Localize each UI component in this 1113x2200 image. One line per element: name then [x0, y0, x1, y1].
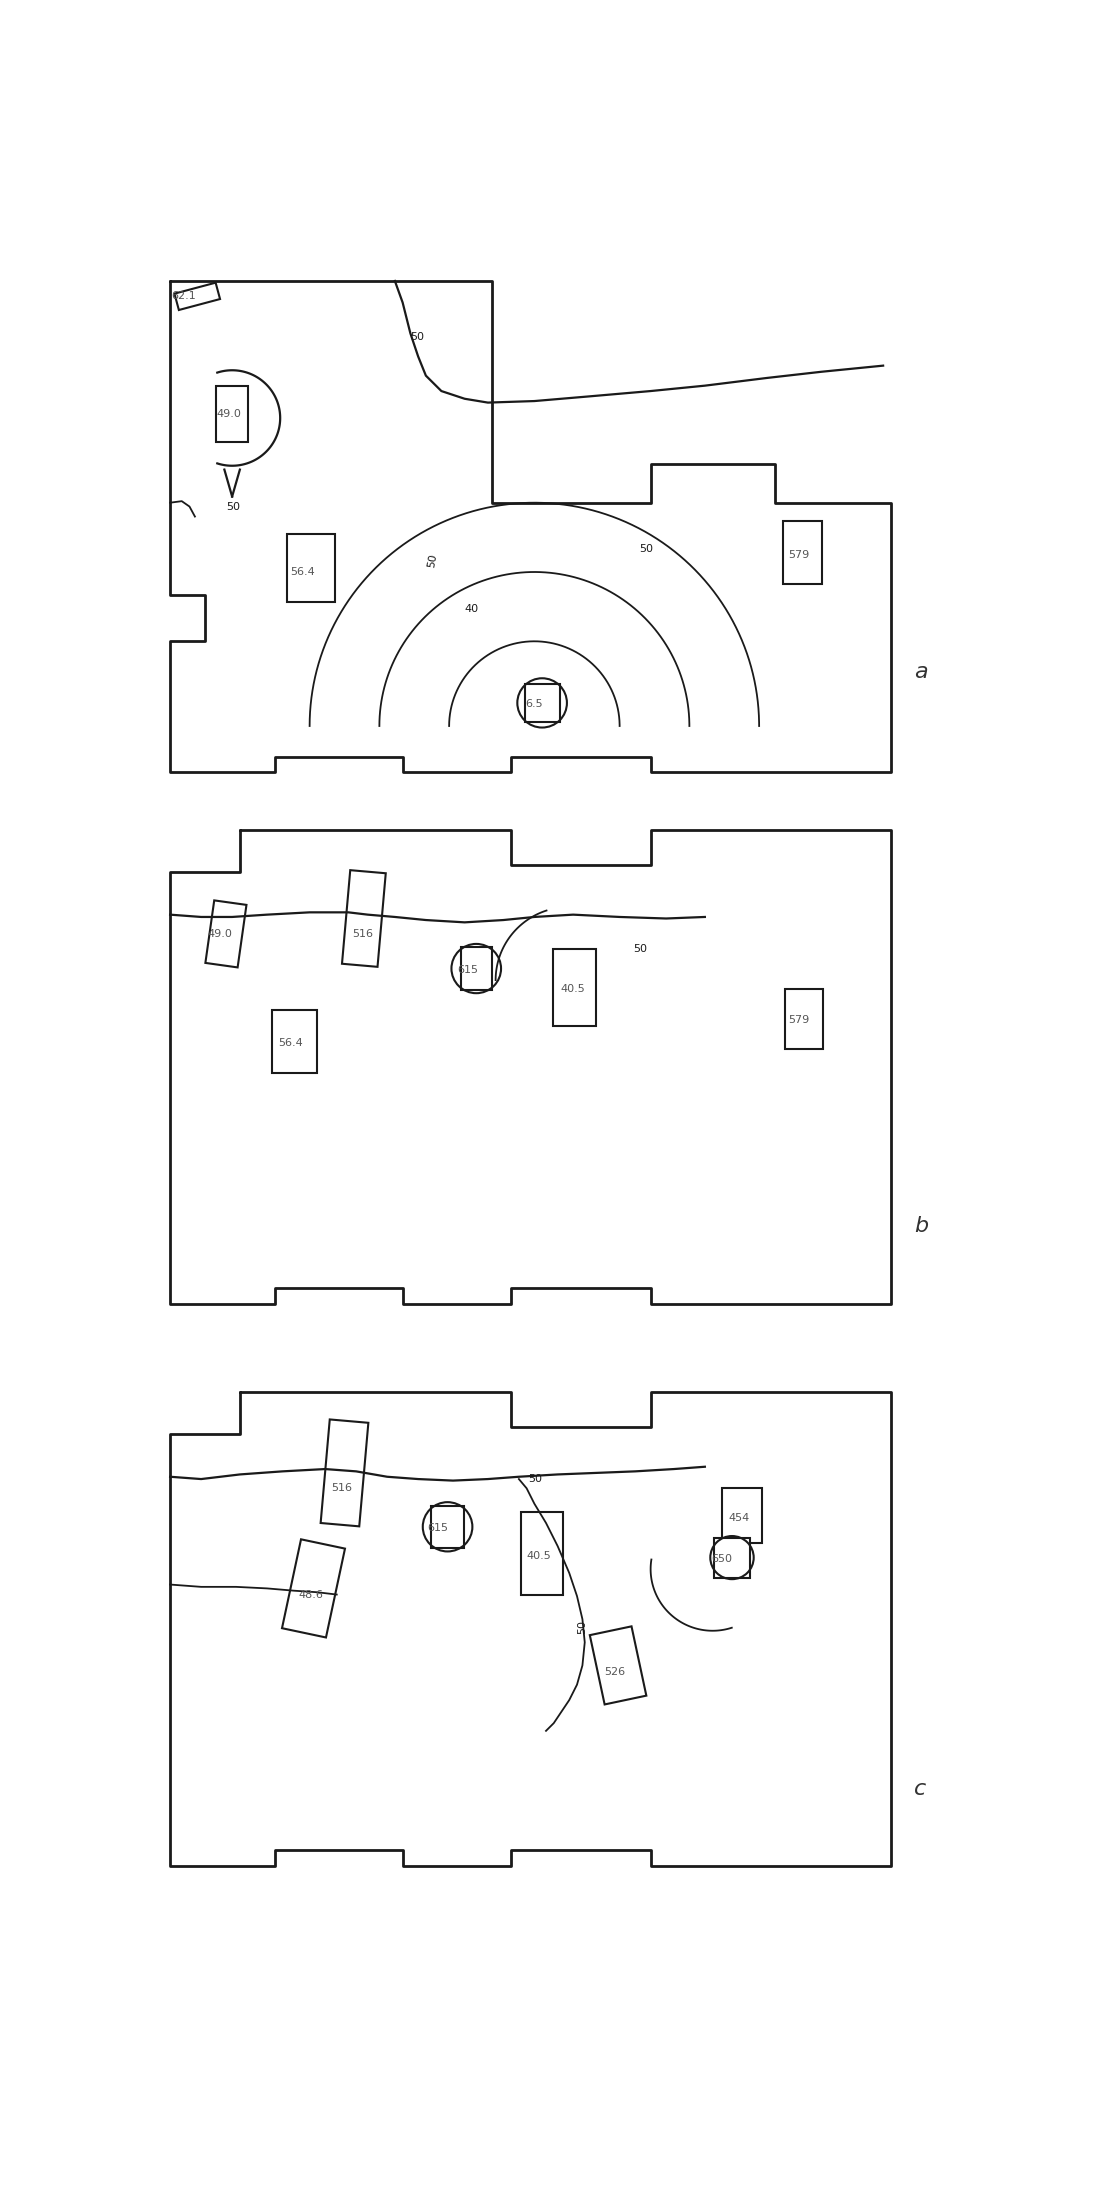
Text: 615: 615	[427, 1522, 449, 1533]
Text: 6.5: 6.5	[525, 700, 543, 708]
Text: 50: 50	[529, 1474, 542, 1485]
Text: 56.4: 56.4	[290, 568, 315, 576]
Text: b: b	[914, 1217, 928, 1236]
Bar	[524, 684, 560, 722]
Text: 56.4: 56.4	[278, 1038, 304, 1047]
Text: 50: 50	[426, 552, 439, 568]
Text: 49.0: 49.0	[217, 409, 242, 420]
Text: 40.5: 40.5	[526, 1551, 551, 1562]
Text: 62.1: 62.1	[171, 290, 196, 301]
Bar	[715, 1538, 750, 1577]
Text: 49.0: 49.0	[207, 928, 233, 939]
Bar	[553, 950, 595, 1027]
Bar	[216, 387, 248, 442]
Text: 40.5: 40.5	[560, 983, 584, 994]
Text: 526: 526	[604, 1668, 626, 1676]
Bar	[461, 948, 492, 990]
Bar	[272, 1010, 316, 1074]
Text: 516: 516	[332, 1483, 353, 1494]
Text: 50: 50	[226, 502, 240, 513]
Text: 650: 650	[711, 1553, 732, 1564]
Bar	[321, 1419, 368, 1527]
Text: 50: 50	[633, 944, 648, 955]
Text: 454: 454	[728, 1514, 749, 1522]
Bar	[590, 1626, 647, 1705]
Text: 50: 50	[639, 543, 653, 554]
Text: 516: 516	[352, 928, 373, 939]
Text: 40: 40	[464, 605, 479, 614]
Text: 50: 50	[577, 1619, 587, 1635]
Text: 48.6: 48.6	[298, 1591, 323, 1599]
Text: a: a	[914, 662, 928, 682]
Text: c: c	[914, 1778, 926, 1800]
Bar	[432, 1505, 464, 1549]
Bar	[342, 871, 386, 966]
Bar	[784, 521, 821, 585]
Text: 579: 579	[789, 550, 810, 561]
Bar	[521, 1511, 563, 1595]
Text: 615: 615	[457, 966, 479, 975]
Text: 50: 50	[411, 332, 424, 343]
Bar	[206, 900, 246, 968]
Bar	[175, 282, 220, 310]
Bar	[282, 1540, 345, 1637]
Bar	[722, 1487, 762, 1542]
Bar	[287, 535, 335, 603]
Bar	[785, 988, 824, 1049]
Text: 579: 579	[789, 1014, 810, 1025]
